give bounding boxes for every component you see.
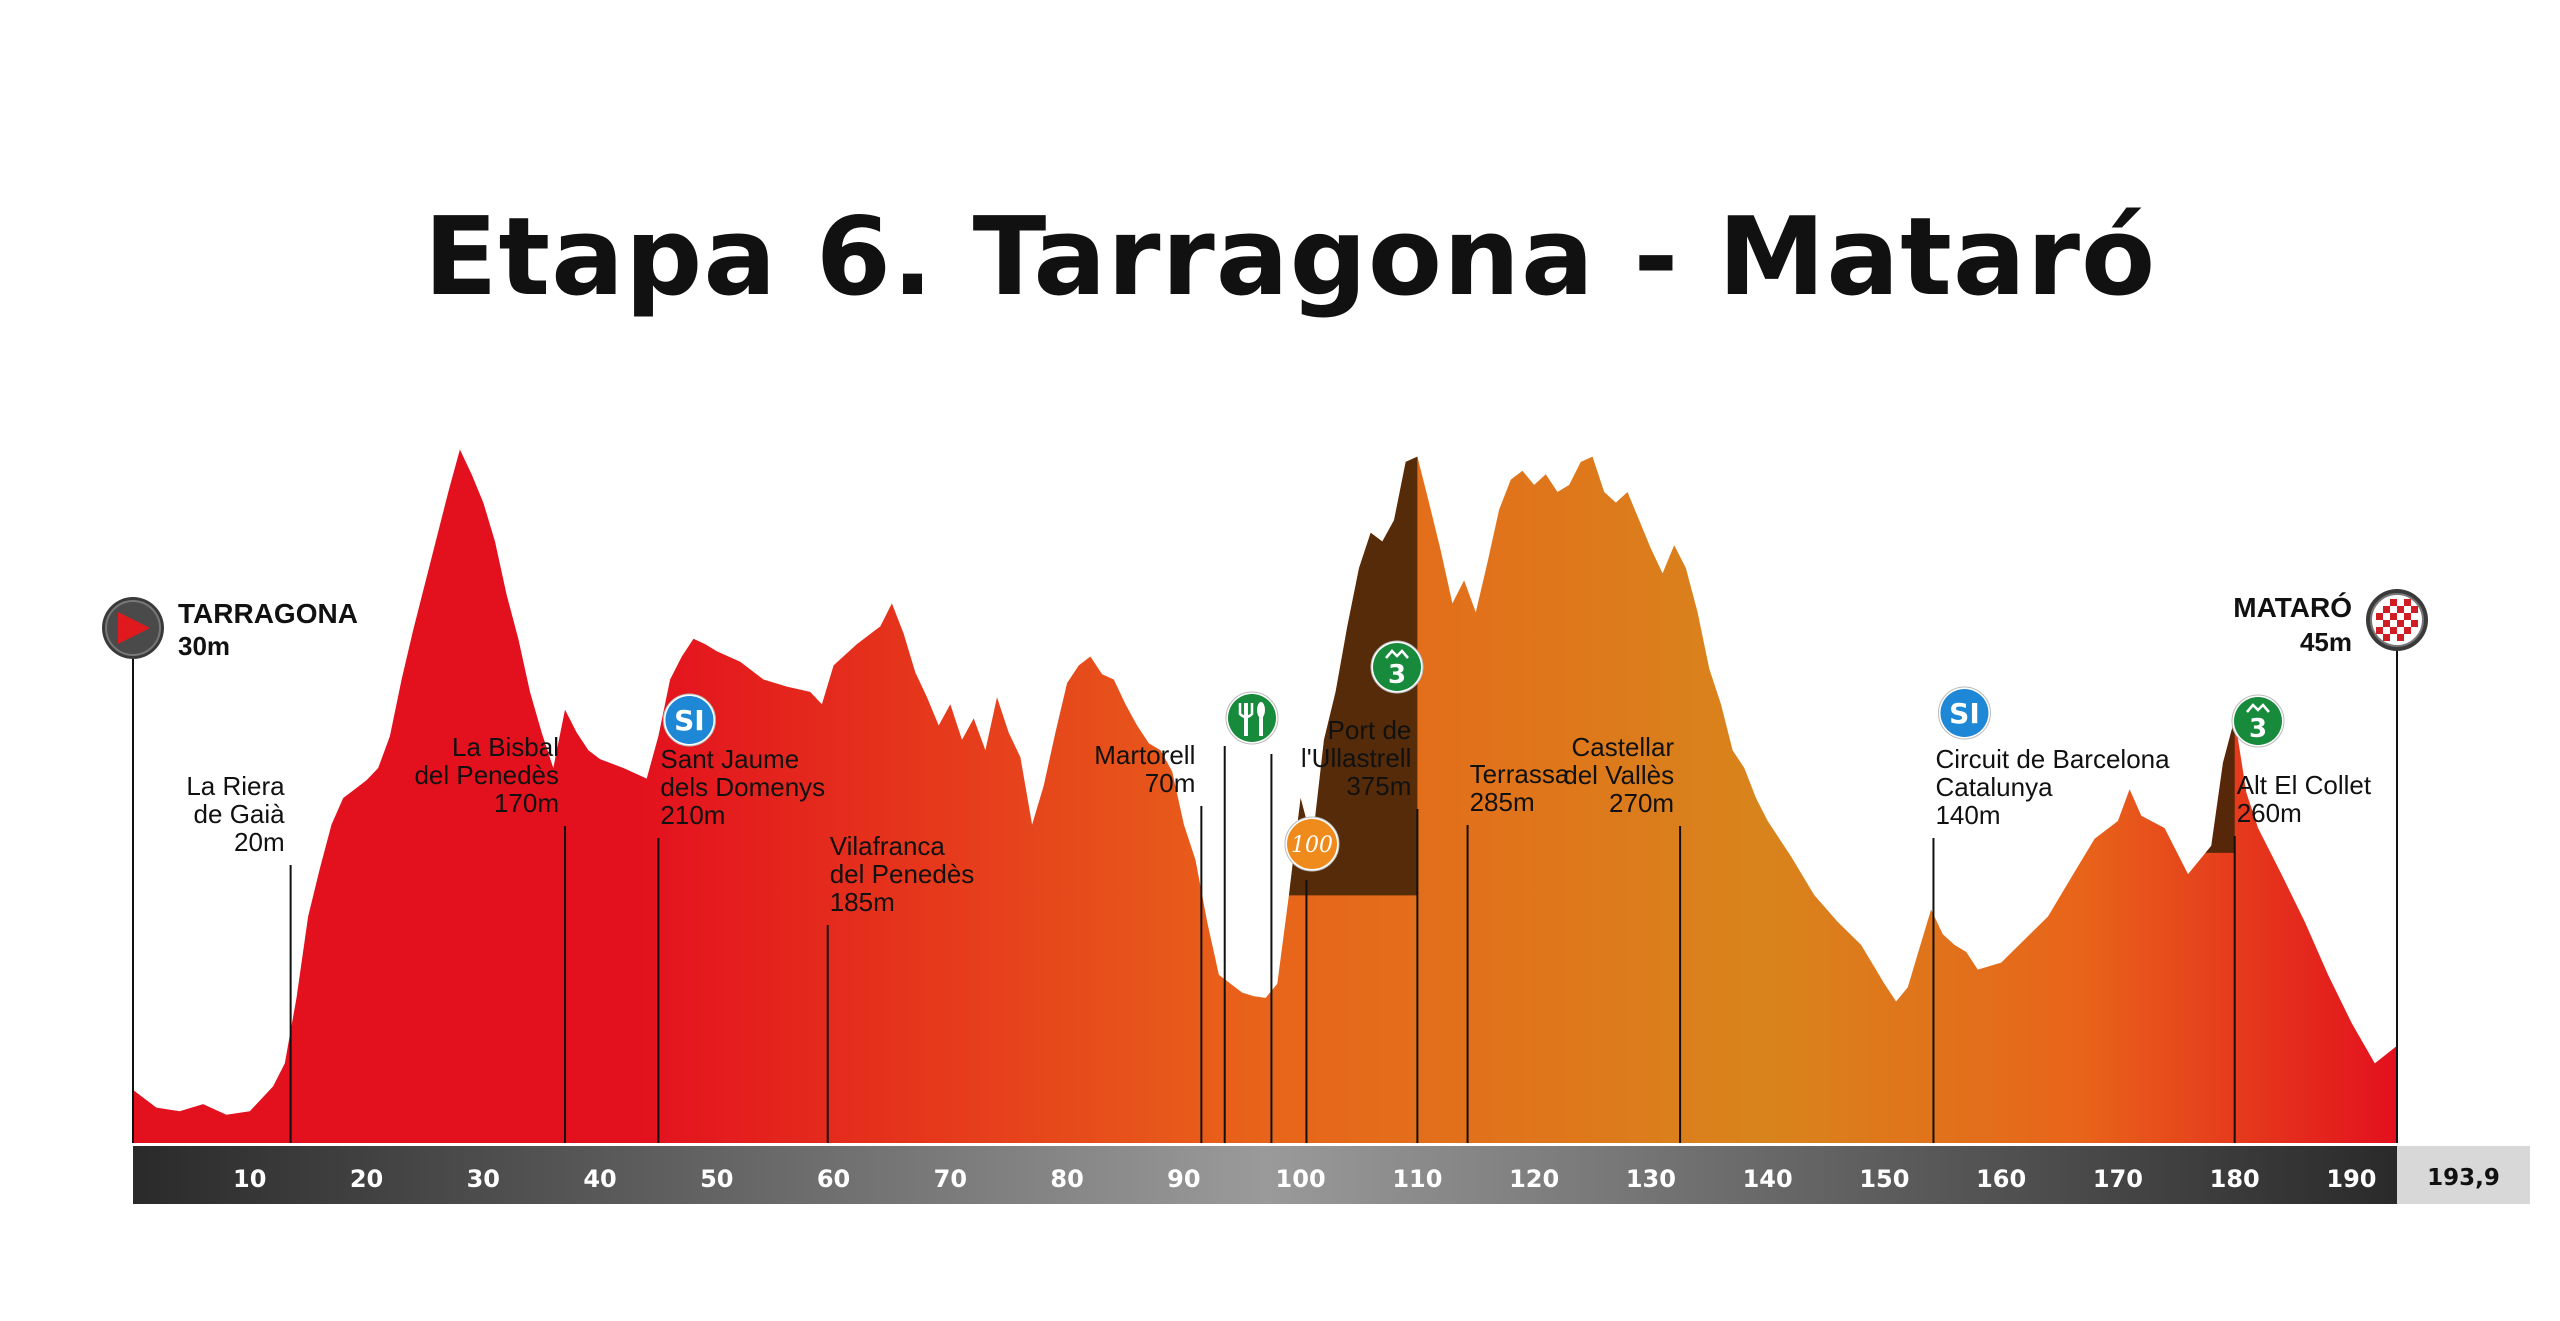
waypoint-label: del Vallès — [1563, 760, 1674, 790]
waypoint-label: 270m — [1609, 788, 1674, 818]
x-tick-label: 70 — [934, 1165, 967, 1193]
km-100-icon-label: 100 — [1291, 833, 1333, 858]
waypoint-label: Sant Jaume — [660, 744, 799, 774]
x-tick-label: 180 — [2210, 1165, 2260, 1193]
waypoint-label: Castellar — [1571, 732, 1674, 762]
x-tick-label: 130 — [1626, 1165, 1676, 1193]
x-tick-label: 120 — [1509, 1165, 1559, 1193]
x-tick-label: 170 — [2093, 1165, 2143, 1193]
x-tick-label: 90 — [1167, 1165, 1200, 1193]
waypoint-label: Martorell — [1094, 740, 1195, 770]
km-100-icon: 100 — [1284, 816, 1340, 872]
climb-category-3-icon: 3 — [2231, 694, 2285, 748]
x-tick-label: 20 — [350, 1165, 383, 1193]
x-tick-label: 60 — [817, 1165, 850, 1193]
start-altitude: 30m — [178, 631, 230, 661]
waypoint-label: 375m — [1346, 771, 1411, 801]
finish-flag-icon — [2366, 589, 2428, 651]
start-flag-icon — [102, 597, 164, 659]
climb-category-label: 3 — [1388, 660, 1406, 690]
waypoint-label: 185m — [830, 887, 895, 917]
waypoint-label: Terrassa — [1470, 759, 1570, 789]
x-tick-label: 160 — [1976, 1165, 2026, 1193]
climb-category-label: 3 — [2249, 714, 2267, 744]
elevation-profile-area — [133, 449, 2397, 1143]
waypoint-label: del Penedès — [414, 760, 559, 790]
finish-altitude: 45m — [2300, 627, 2352, 657]
waypoint-label: dels Domenys — [660, 772, 825, 802]
sprint-icon: SI — [1937, 686, 1991, 740]
waypoint-label: Vilafranca — [830, 831, 946, 861]
waypoint-label: La Bisbal — [452, 732, 559, 762]
x-tick-label: 140 — [1743, 1165, 1793, 1193]
x-tick-label: 110 — [1392, 1165, 1442, 1193]
waypoint-label: Catalunya — [1935, 772, 2053, 802]
x-tick-label: 50 — [700, 1165, 733, 1193]
climb-category-3-icon: 3 — [1370, 640, 1424, 694]
finish-name: MATARÓ — [2233, 592, 2352, 623]
sprint-icon-label: SI — [1949, 697, 1980, 730]
waypoint-label: Port de — [1328, 715, 1412, 745]
waypoint-label: de Gaià — [194, 799, 286, 829]
waypoint-label: La Riera — [186, 771, 285, 801]
waypoint-label: 210m — [660, 800, 725, 830]
waypoint-label: Alt El Collet — [2237, 770, 2372, 800]
waypoint-label: 20m — [234, 827, 285, 857]
total-distance-label: 193,9 — [2427, 1165, 2500, 1191]
waypoint-label: l'Ullastrell — [1301, 743, 1411, 773]
x-tick-label: 150 — [1859, 1165, 1909, 1193]
climb-segment-2 — [2205, 718, 2235, 853]
x-tick-label: 10 — [233, 1165, 266, 1193]
start-name: TARRAGONA — [178, 598, 358, 629]
waypoint-label: 140m — [1935, 800, 2000, 830]
x-tick-label: 100 — [1276, 1165, 1326, 1193]
sprint-icon: SI — [662, 693, 716, 747]
waypoint-label: Circuit de Barcelona — [1935, 744, 2170, 774]
waypoint-label: del Penedès — [830, 859, 975, 889]
climb-segment-1 — [1288, 456, 1418, 896]
sprint-icon-label: SI — [674, 704, 705, 737]
waypoint-label: 170m — [494, 788, 559, 818]
x-tick-label: 80 — [1050, 1165, 1083, 1193]
x-tick-label: 40 — [583, 1165, 616, 1193]
distance-axis-bar — [133, 1146, 2397, 1204]
waypoint-label: 70m — [1145, 768, 1196, 798]
page-title: Etapa 6. Tarragona - Mataró — [423, 195, 2157, 320]
waypoint-label: 260m — [2237, 798, 2302, 828]
feed-zone-icon — [1225, 691, 1279, 745]
x-tick-label: 30 — [467, 1165, 500, 1193]
x-tick-label: 190 — [2326, 1165, 2376, 1193]
distance-axis-total-box — [2397, 1146, 2530, 1204]
waypoint-label: 285m — [1470, 787, 1535, 817]
